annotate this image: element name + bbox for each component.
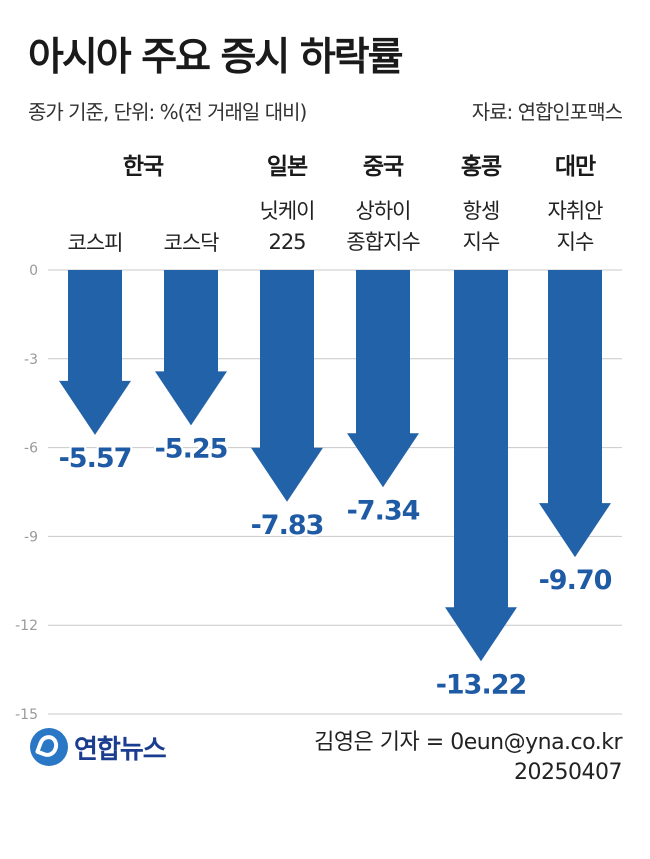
credit: 김영은 기자 = 0eun@yna.co.kr 20250407 [314,728,622,788]
chart-subtitle: 종가 기준, 단위: %(전 거래일 대비) [28,100,307,124]
bar-arrow [155,270,227,426]
category-label: 닛케이 [260,199,315,223]
bar-arrow [445,270,517,662]
category-label: 상하이 [356,199,411,223]
category-label: 자취안 [548,199,604,223]
source-note: 자료: 연합인포맥스 [471,100,623,124]
category-label: 지수 [463,230,500,254]
yonhap-logo-icon [30,728,68,766]
category-label: 종합지수 [346,230,420,254]
category-label: 코스피 [68,231,123,255]
y-tick-label: -6 [24,441,38,457]
group-label: 중국 [363,154,404,180]
bar-arrow [539,270,611,558]
group-label: 한국 [123,154,164,180]
category-label: 지수 [557,230,594,254]
group-label: 홍콩 [461,154,502,180]
credit-date: 20250407 [514,760,622,785]
data-label: -13.22 [436,669,527,700]
y-tick-label: -12 [15,618,38,634]
data-label: -9.70 [539,565,612,596]
reporter-credit: 김영은 기자 = 0eun@yna.co.kr [314,730,622,755]
y-tick-label: -3 [24,352,38,368]
category-label: 항셍 [463,199,500,223]
bar-arrow [251,270,323,502]
category-label: 225 [268,230,305,254]
group-label: 일본 [267,154,308,180]
y-tick-label: 0 [29,263,38,279]
y-tick-label: -15 [15,707,38,723]
chart-title: 아시아 주요 증시 하락률 [28,35,404,80]
group-label: 대만 [555,154,596,180]
bar-arrow [347,270,419,488]
yonhap-logo: 연합뉴스 [30,728,167,766]
bar-arrow [59,270,131,435]
category-label: 코스닥 [164,231,220,255]
data-label: -7.83 [251,510,324,541]
logo-text: 연합뉴스 [74,734,167,765]
y-tick-label: -9 [24,529,38,545]
data-label: -5.25 [155,433,228,464]
data-label: -7.34 [347,495,420,526]
data-label: -5.57 [59,443,132,474]
